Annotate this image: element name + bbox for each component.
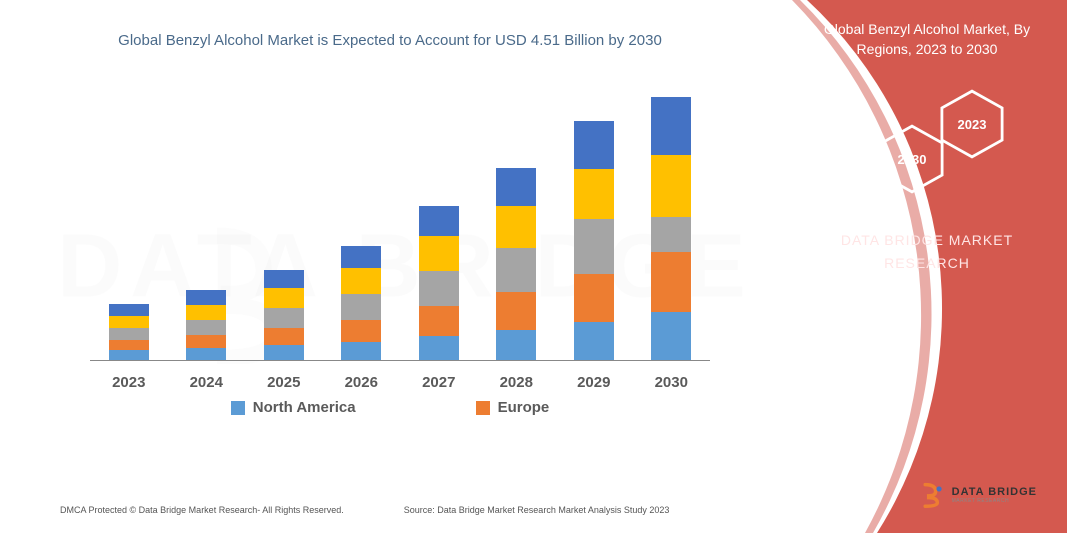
hexagon-group: 2030 2023 xyxy=(807,89,1047,209)
brand-logo: DATA BRIDGE MARKET RESEARCH xyxy=(920,482,1037,508)
x-axis-label: 2029 xyxy=(574,374,614,391)
bar-segment xyxy=(496,292,536,330)
bar-segment xyxy=(419,206,459,236)
right-panel: Global Benzyl Alcohol Market, By Regions… xyxy=(697,0,1067,533)
bar-group xyxy=(264,270,304,360)
hexagon-label: 2023 xyxy=(958,117,987,132)
x-axis-label: 2026 xyxy=(341,374,381,391)
right-panel-content: Global Benzyl Alcohol Market, By Regions… xyxy=(807,0,1067,533)
bar-segment xyxy=(186,305,226,320)
footer: DMCA Protected © Data Bridge Market Rese… xyxy=(60,505,767,515)
legend-item: Europe xyxy=(476,399,550,416)
legend-label: Europe xyxy=(498,399,550,416)
chart-legend: North America Europe xyxy=(80,399,700,416)
bar-segment xyxy=(264,288,304,308)
bar-segment xyxy=(186,335,226,348)
bar-segment xyxy=(109,316,149,328)
bar-segment xyxy=(109,328,149,340)
bar-segment xyxy=(496,168,536,206)
legend-swatch xyxy=(231,401,245,415)
bar-segment xyxy=(651,312,691,360)
legend-swatch xyxy=(476,401,490,415)
bar-segment xyxy=(341,342,381,360)
bars-container xyxy=(90,81,710,361)
bar-segment xyxy=(109,304,149,316)
footer-dmca: DMCA Protected © Data Bridge Market Rese… xyxy=(60,505,344,515)
bar-segment xyxy=(419,236,459,271)
x-axis-label: 2030 xyxy=(651,374,691,391)
bar-segment xyxy=(651,155,691,217)
bar-segment xyxy=(264,345,304,360)
bar-segment xyxy=(109,340,149,350)
bar-group xyxy=(419,206,459,360)
bar-segment xyxy=(341,294,381,320)
chart-area: 2023 2024 2025 2026 2027 2028 2029 2030 xyxy=(90,81,710,391)
bar-segment xyxy=(574,219,614,274)
bar-segment xyxy=(109,350,149,360)
bar-group xyxy=(186,290,226,360)
bar-segment xyxy=(496,330,536,360)
bar-segment xyxy=(419,336,459,360)
x-axis-label: 2023 xyxy=(109,374,149,391)
legend-label: North America xyxy=(253,399,356,416)
x-axis-labels: 2023 2024 2025 2026 2027 2028 2029 2030 xyxy=(90,374,710,391)
bar-segment xyxy=(186,348,226,360)
legend-item: North America xyxy=(231,399,356,416)
bar-segment xyxy=(341,268,381,294)
chart-title: Global Benzyl Alcohol Market is Expected… xyxy=(80,30,700,51)
bar-segment xyxy=(574,169,614,219)
brand-logo-subtext: MARKET RESEARCH xyxy=(952,498,1037,504)
bar-segment xyxy=(341,246,381,268)
bar-segment xyxy=(264,328,304,345)
bar-segment xyxy=(496,206,536,248)
right-panel-title: Global Benzyl Alcohol Market, By Regions… xyxy=(807,20,1047,59)
x-axis-label: 2028 xyxy=(496,374,536,391)
bar-group xyxy=(109,304,149,360)
brand-text: DATA BRIDGE MARKET RESEARCH xyxy=(807,229,1047,274)
bar-segment xyxy=(264,270,304,288)
bar-segment xyxy=(574,322,614,360)
bar-segment xyxy=(574,274,614,322)
x-axis-label: 2027 xyxy=(419,374,459,391)
x-axis-label: 2024 xyxy=(186,374,226,391)
bar-segment xyxy=(186,290,226,305)
bar-segment xyxy=(419,271,459,306)
footer-source: Source: Data Bridge Market Research Mark… xyxy=(404,505,670,515)
x-axis-label: 2025 xyxy=(264,374,304,391)
brand-logo-text: DATA BRIDGE xyxy=(952,486,1037,498)
chart-main-panel: Global Benzyl Alcohol Market is Expected… xyxy=(0,0,740,533)
bar-group xyxy=(651,97,691,360)
bar-segment xyxy=(651,217,691,252)
brand-logo-icon xyxy=(920,482,946,508)
hexagon-2023: 2023 xyxy=(937,89,1007,159)
bar-group xyxy=(496,168,536,360)
bar-group xyxy=(341,246,381,360)
bar-segment xyxy=(186,320,226,335)
bar-segment xyxy=(341,320,381,342)
bar-segment xyxy=(264,308,304,328)
bar-segment xyxy=(651,252,691,312)
bar-segment xyxy=(496,248,536,292)
bar-segment xyxy=(574,121,614,169)
hexagon-label: 2030 xyxy=(898,152,927,167)
bar-group xyxy=(574,121,614,360)
bar-segment xyxy=(419,306,459,336)
bar-segment xyxy=(651,97,691,155)
